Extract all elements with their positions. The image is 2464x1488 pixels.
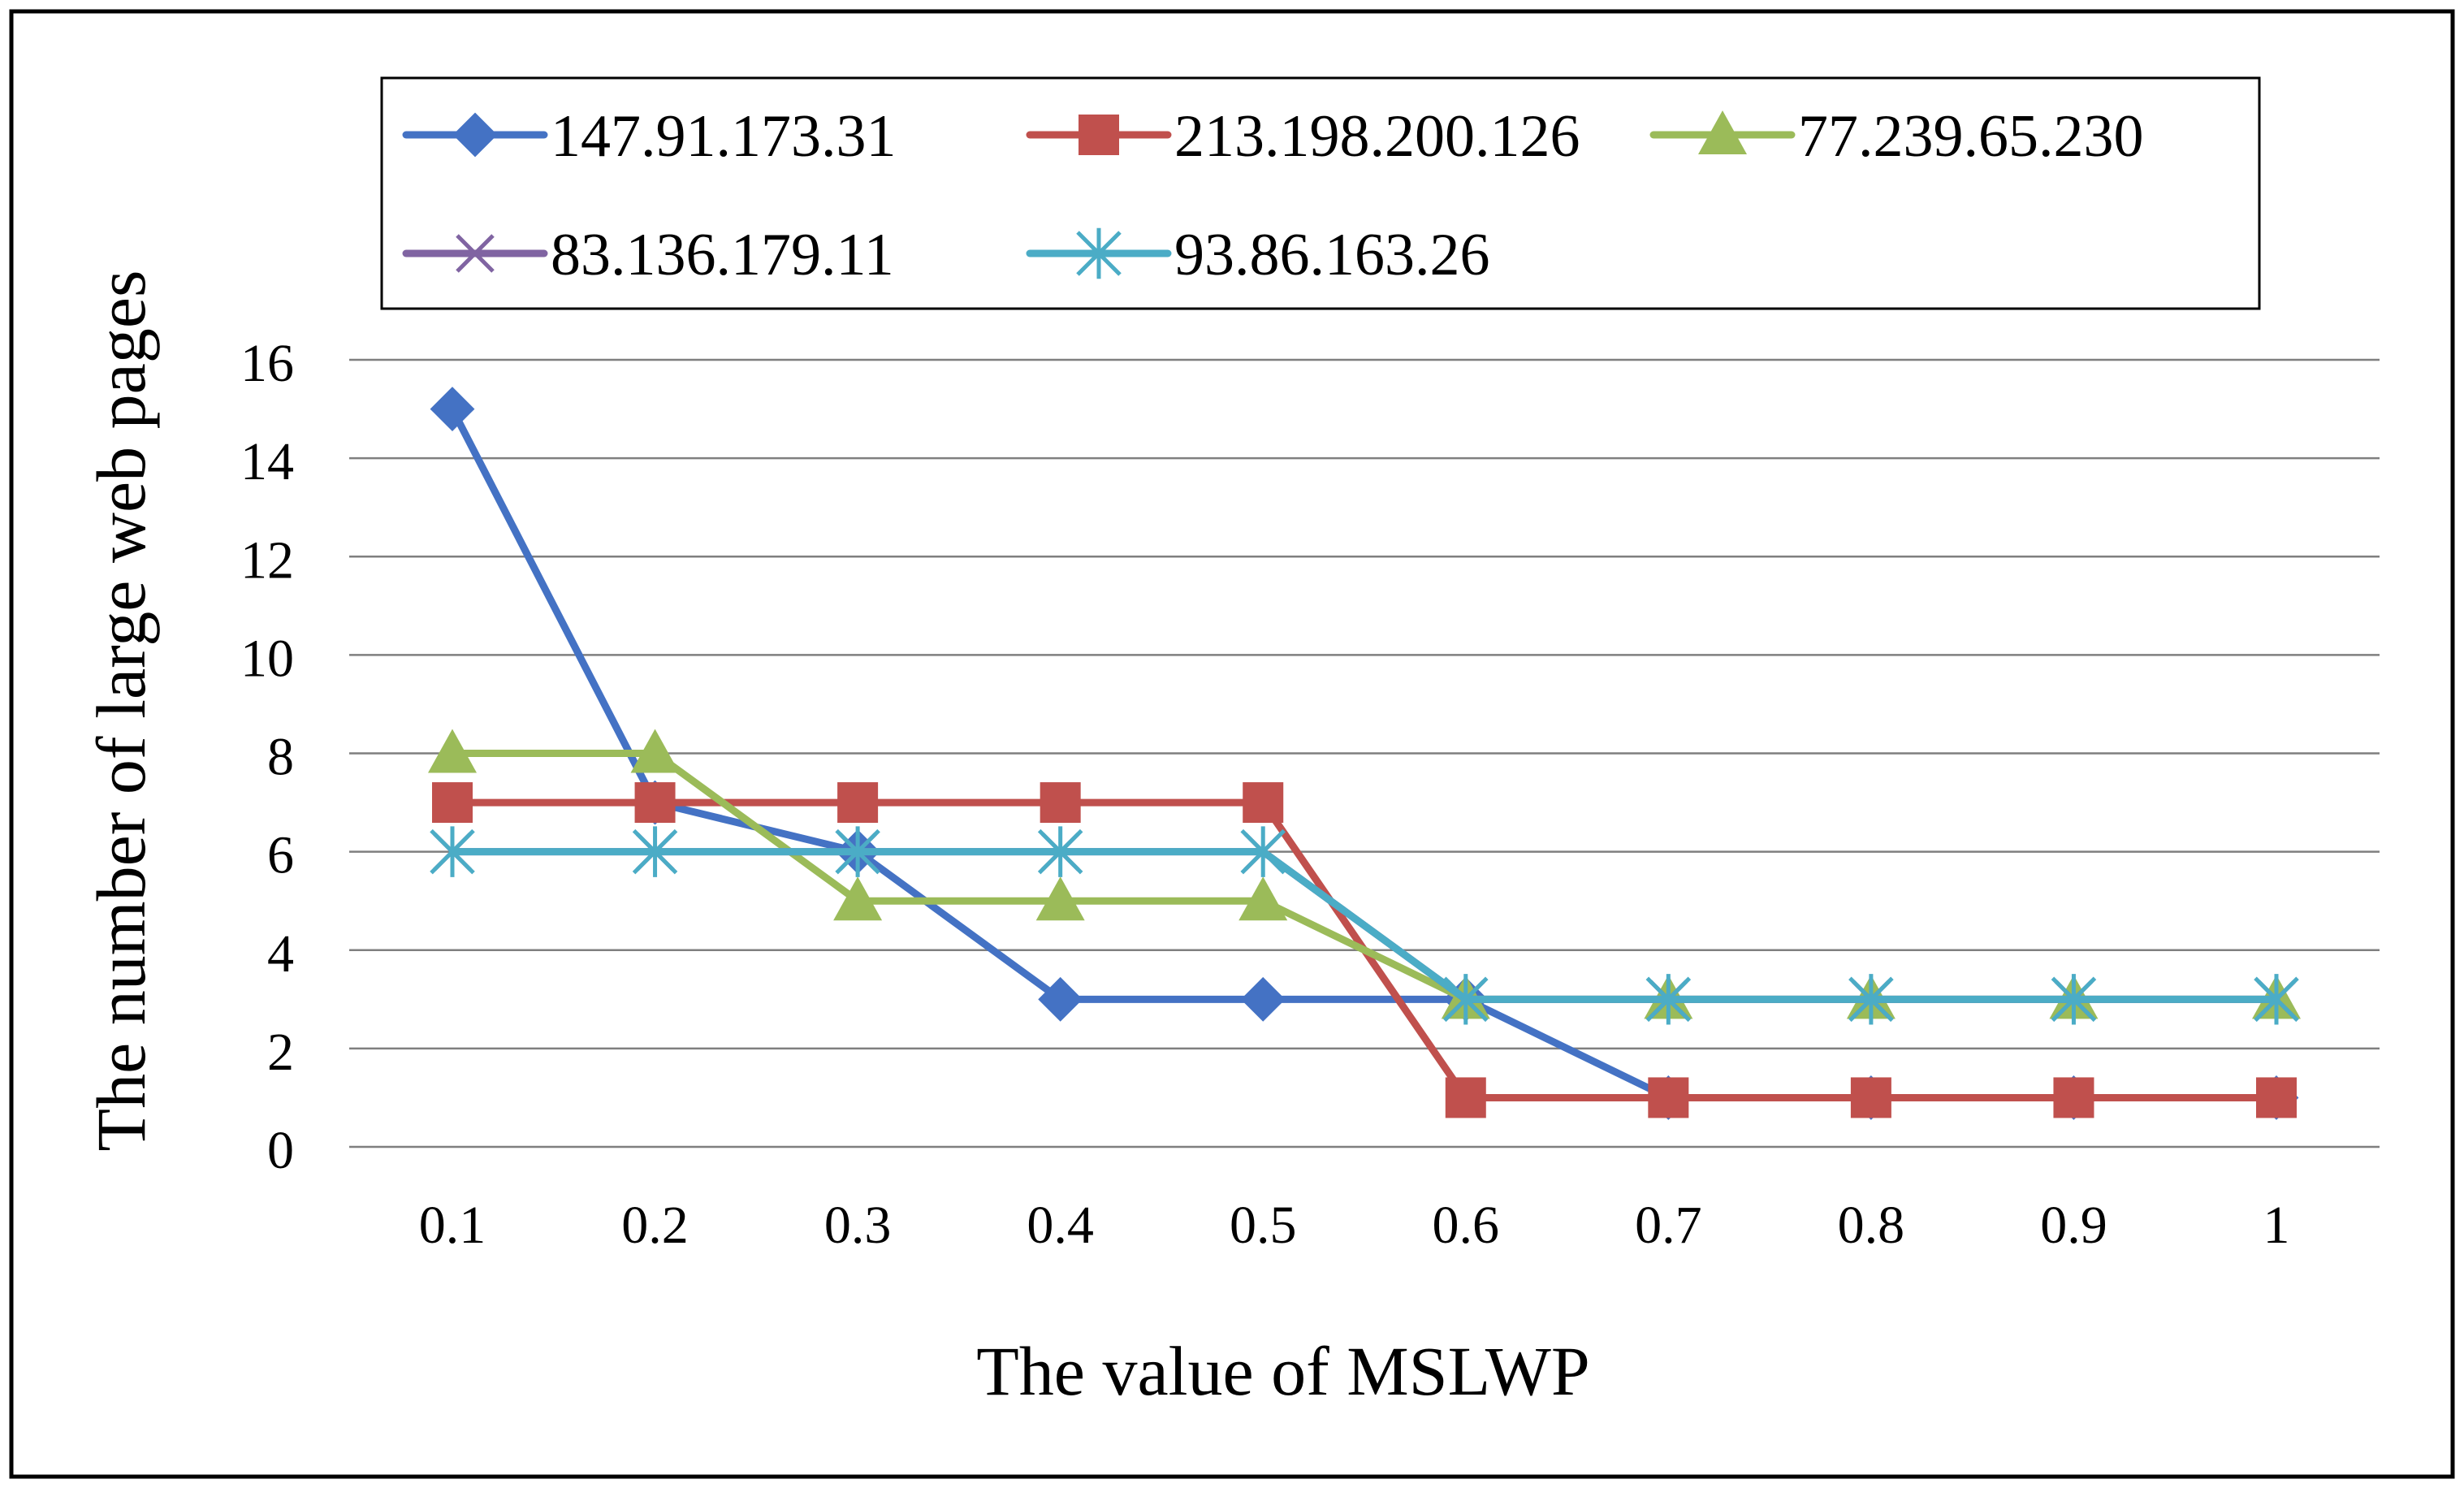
data-point <box>2053 1077 2094 1118</box>
y-tick-label: 12 <box>240 530 294 590</box>
x-tick-label: 0.5 <box>1230 1196 1297 1255</box>
y-tick-label: 14 <box>240 432 294 491</box>
data-point <box>1445 1077 1486 1118</box>
y-tick-label: 0 <box>267 1121 294 1180</box>
legend-marker <box>1076 227 1122 279</box>
x-tick-label: 0.6 <box>1433 1196 1500 1255</box>
data-point <box>1645 974 1692 1025</box>
data-point <box>1648 1077 1689 1118</box>
data-point <box>632 826 678 877</box>
x-tick-label: 0.2 <box>621 1196 689 1255</box>
legend-marker <box>456 234 495 273</box>
legend-marker <box>452 112 498 158</box>
data-point <box>1443 974 1489 1025</box>
legend-box <box>380 76 2261 310</box>
y-tick-label: 8 <box>267 728 294 787</box>
data-point <box>1040 782 1081 824</box>
y-tick-label: 2 <box>267 1023 294 1082</box>
data-point <box>833 876 883 921</box>
legend-label: 83.136.179.11 <box>551 222 894 288</box>
x-axis-title: The value of MSLWP <box>976 1332 1590 1410</box>
data-point <box>430 826 475 877</box>
y-tick-label: 6 <box>267 826 294 885</box>
series-5 <box>430 826 2299 1025</box>
data-point <box>1038 976 1083 1022</box>
legend-entry: 83.136.179.11 <box>402 222 894 288</box>
data-point <box>432 782 473 824</box>
x-tick-label: 0.9 <box>2040 1196 2107 1255</box>
grid-layer <box>349 358 2380 1148</box>
series-layer <box>428 387 2301 1120</box>
data-point <box>630 729 680 773</box>
legend-entry: 147.91.173.31 <box>402 103 897 170</box>
data-point <box>1850 1077 1891 1118</box>
legend-entry: 213.198.200.126 <box>1026 103 1580 170</box>
y-tick-label: 4 <box>267 924 294 984</box>
data-point <box>1240 976 1286 1022</box>
legend-label: 93.86.163.26 <box>1174 222 1490 288</box>
data-point <box>1240 826 1286 877</box>
data-point <box>428 729 477 773</box>
data-point <box>1243 782 1284 824</box>
legend-label: 147.91.173.31 <box>551 103 897 170</box>
y-axis-title: The number of large web pages <box>82 270 160 1152</box>
legend-label: 77.239.65.230 <box>1798 103 2144 170</box>
data-point <box>837 782 879 824</box>
legend-entry: 77.239.65.230 <box>1649 103 2144 170</box>
x-tick-label: 0.7 <box>1635 1196 1702 1255</box>
data-point <box>634 782 676 824</box>
data-point <box>2256 1077 2297 1118</box>
data-point <box>2254 974 2299 1025</box>
axis-layer: 0 2 4 6 8 10 12 14 16 0.1 0.2 0.3 0.4 0.5 0.6 0.7 0.8 0.9… <box>240 334 2290 1255</box>
y-tick-label: 10 <box>240 629 294 688</box>
legend-label: 213.198.200.126 <box>1174 103 1580 170</box>
data-point <box>1848 974 1894 1025</box>
data-point <box>1037 826 1083 877</box>
legend-marker <box>1079 115 1119 155</box>
series-line <box>448 848 2280 1003</box>
data-point <box>835 826 880 877</box>
x-tick-label: 0.1 <box>419 1196 486 1255</box>
x-tick-label: 0.4 <box>1027 1196 1094 1255</box>
legend-entry: 93.86.163.26 <box>1026 222 1490 288</box>
y-tick-label: 16 <box>240 334 294 393</box>
data-point <box>2051 974 2097 1025</box>
legend: 147.91.173.31 213.198.200.126 77.239.65.23… <box>380 76 2261 310</box>
data-point <box>430 387 475 431</box>
x-tick-label: 1 <box>2263 1196 2290 1255</box>
legend-marker <box>1698 110 1747 154</box>
x-tick-label: 0.3 <box>824 1196 892 1255</box>
data-point <box>1238 876 1288 921</box>
x-tick-label: 0.8 <box>1838 1196 1905 1255</box>
data-point <box>1035 876 1085 921</box>
